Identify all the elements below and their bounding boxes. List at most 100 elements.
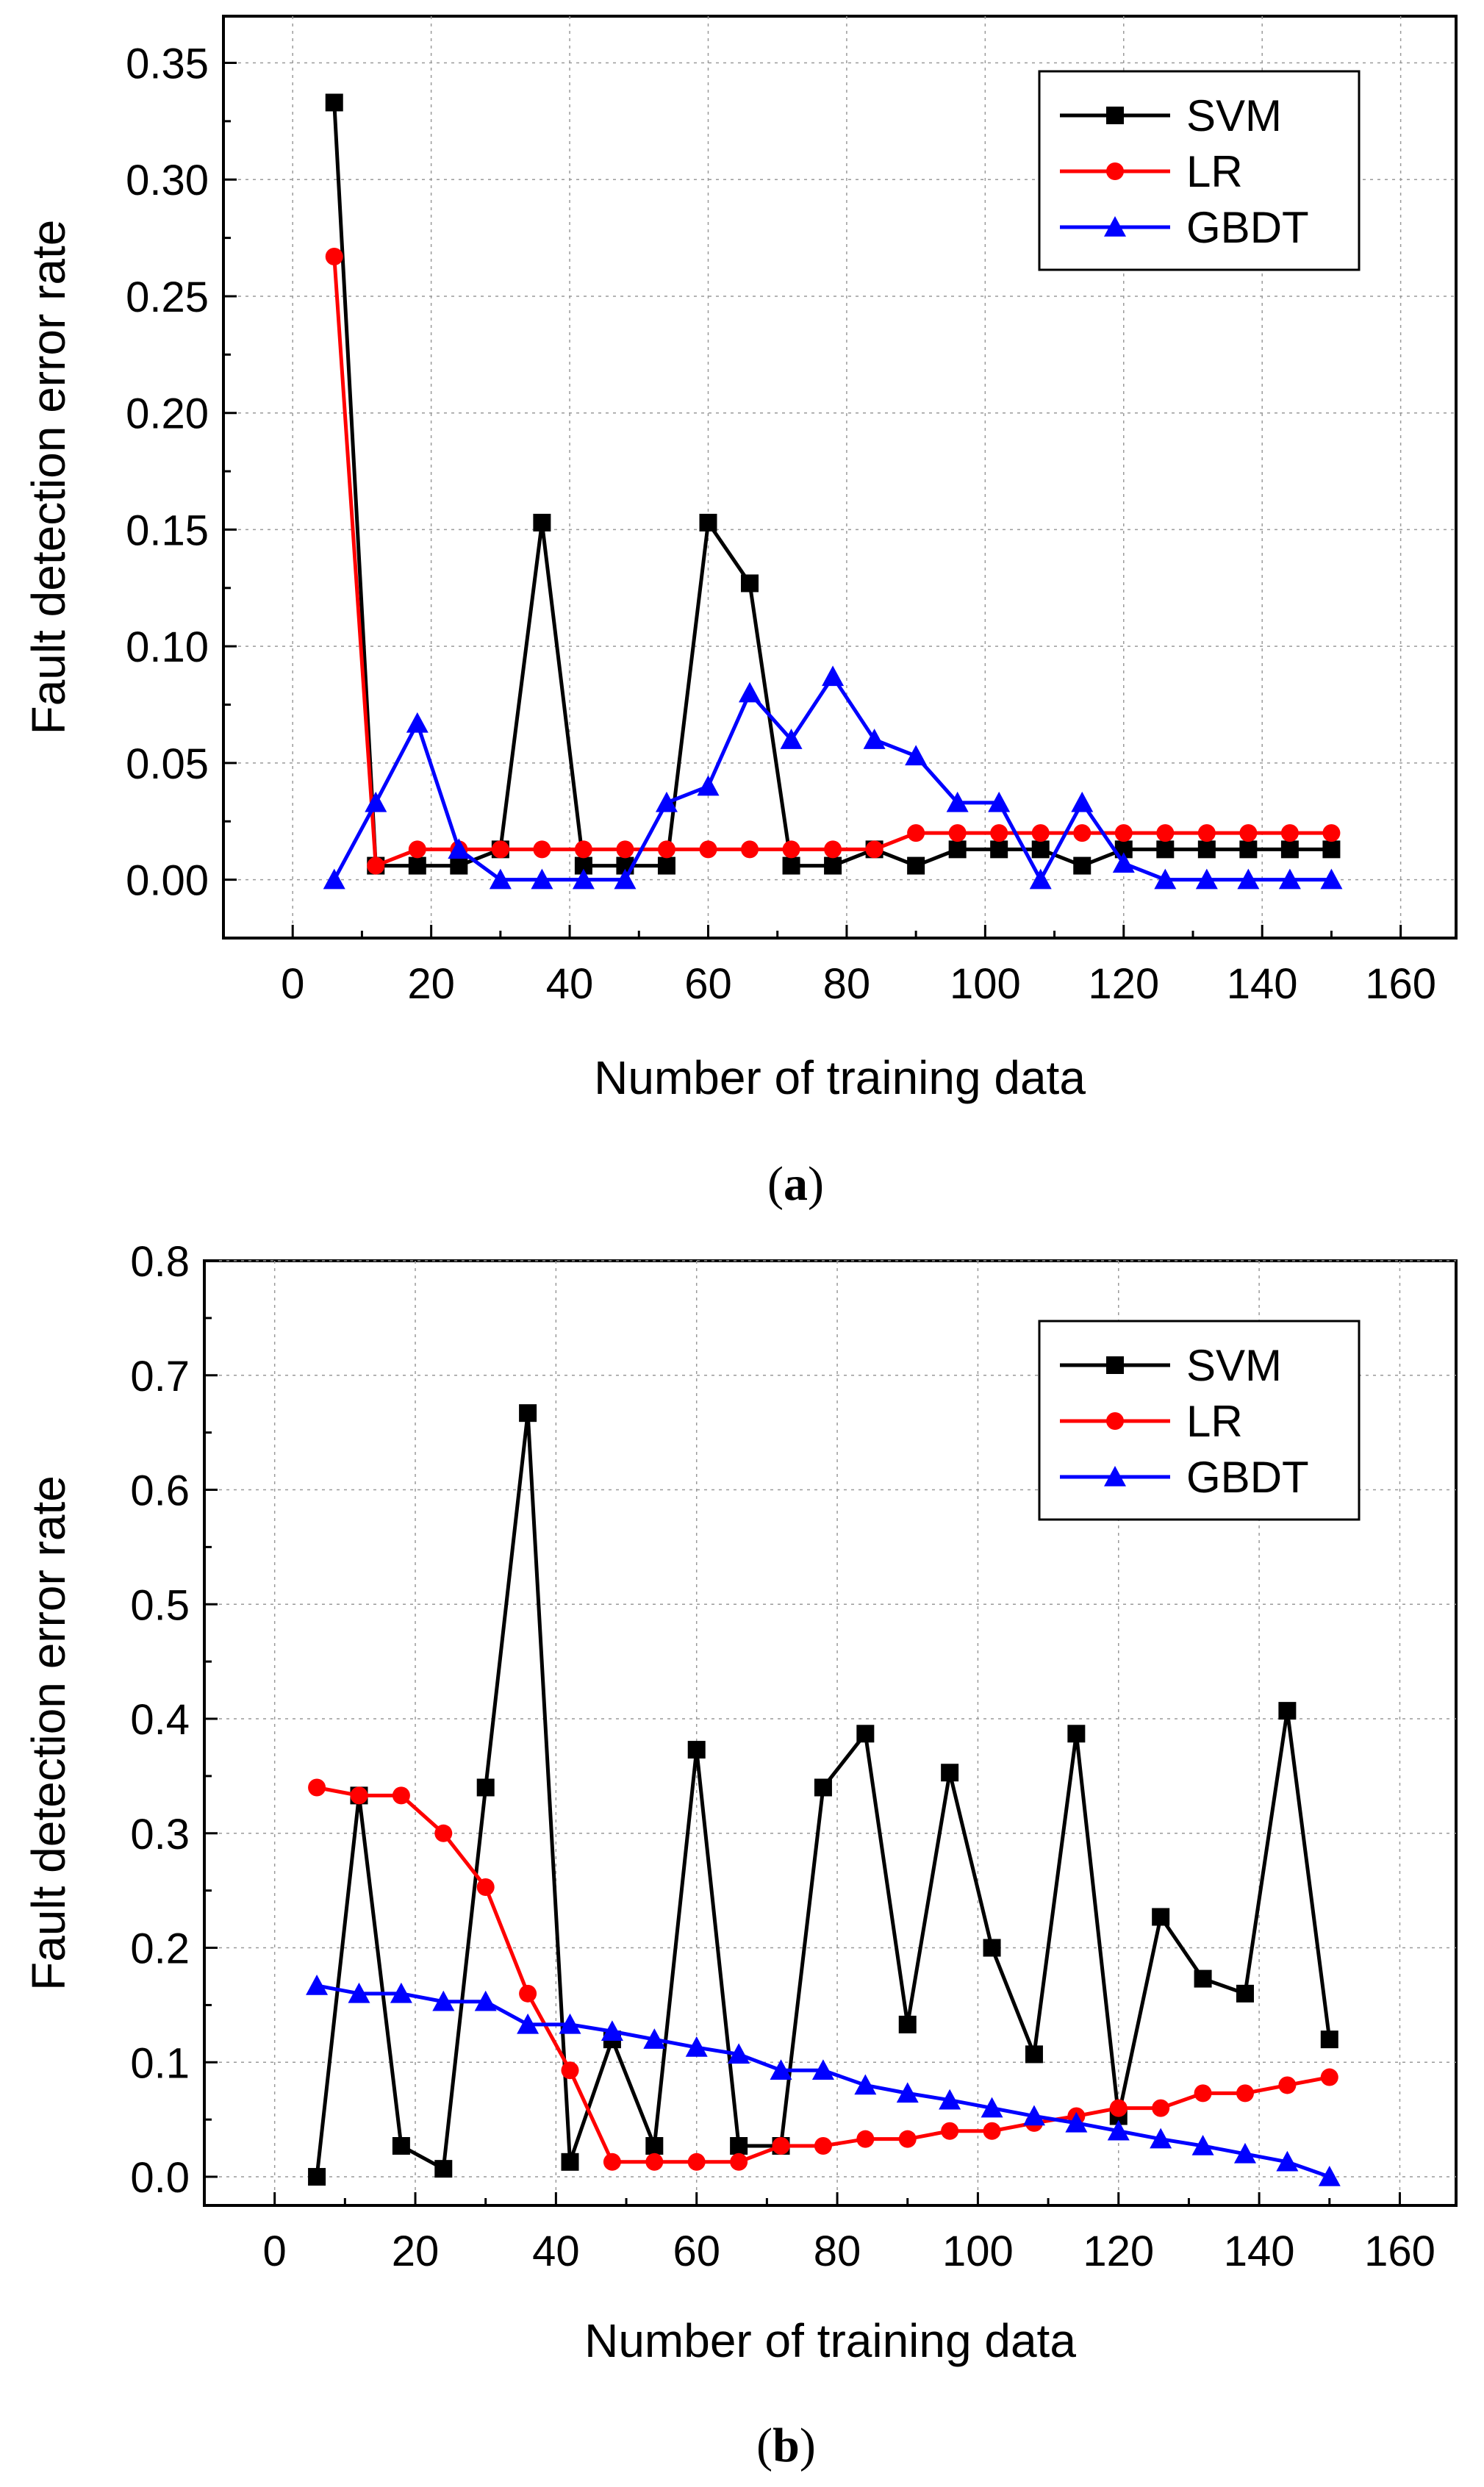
data-point-gbdt (306, 1974, 329, 1995)
data-point-gbdt (614, 868, 637, 890)
data-point-lr (699, 840, 717, 859)
data-point-gbdt (1320, 868, 1343, 890)
data-point-svm (1156, 840, 1175, 859)
y-tick-label: 0.7 (130, 1353, 190, 1400)
y-tick-label: 0.25 (126, 273, 209, 321)
y-tick-label: 0.2 (130, 1925, 190, 1973)
data-point-lr (1194, 2084, 1212, 2103)
legend-label-svm: SVM (1186, 91, 1282, 140)
x-tick-label: 120 (1088, 960, 1159, 1008)
data-point-svm (450, 856, 468, 875)
data-point-lr (1322, 824, 1341, 842)
x-tick-label: 0 (263, 2227, 287, 2275)
data-point-lr (308, 1778, 326, 1797)
data-point-svm (699, 513, 717, 532)
data-point-gbdt (896, 2082, 919, 2103)
y-tick-label: 0.1 (130, 2039, 190, 2087)
data-point-svm (898, 2015, 917, 2033)
legend-marker-lr (1106, 1412, 1124, 1430)
data-point-gbdt (531, 868, 553, 890)
data-point-gbdt (1195, 868, 1218, 890)
x-axis-label-a: Number of training data (594, 1051, 1086, 1104)
x-tick-label: 100 (942, 2227, 1014, 2275)
data-point-svm (1194, 1969, 1212, 1988)
x-ticks-b: 0 20 40 60 80 100 120 140 160 (263, 2192, 1435, 2275)
x-tick-label: 20 (392, 2227, 440, 2275)
data-point-gbdt (1107, 2119, 1130, 2141)
data-point-gbdt (474, 1990, 497, 2011)
x-tick-label: 0 (281, 960, 304, 1008)
data-point-svm (392, 2137, 410, 2155)
data-point-lr (907, 824, 925, 842)
data-point-svm (533, 513, 551, 532)
data-point-gbdt (1150, 2128, 1172, 2149)
data-point-gbdt (390, 1982, 412, 2003)
y-tick-label: 0.20 (126, 390, 209, 438)
data-point-gbdt (1022, 2105, 1045, 2126)
data-point-gbdt (728, 2043, 750, 2064)
data-point-svm (519, 1404, 537, 1423)
data-point-svm (1236, 1984, 1254, 2003)
data-point-svm (741, 574, 759, 593)
data-point-svm (907, 856, 925, 875)
y-ticks-a: 0.00 0.05 0.10 0.15 0.20 0.25 0.30 0.35 (126, 40, 237, 905)
data-point-gbdt (1071, 791, 1094, 812)
series-b (306, 1404, 1341, 2186)
x-tick-label: 60 (684, 960, 732, 1008)
data-point-gbdt (432, 1990, 455, 2011)
y-tick-label: 0.10 (126, 623, 209, 671)
caption-b-letter: b (773, 2419, 800, 2472)
data-point-svm (990, 840, 1008, 859)
data-point-svm (1322, 840, 1341, 859)
data-point-gbdt (854, 2074, 877, 2095)
data-point-lr (350, 1786, 368, 1805)
data-point-gbdt (1112, 852, 1135, 873)
data-point-gbdt (905, 745, 928, 766)
data-point-lr (865, 840, 883, 859)
legend-marker-gbdt (1104, 1466, 1126, 1486)
data-point-lr (519, 1984, 537, 2003)
legend-label-lr: LR (1186, 147, 1243, 196)
data-point-svm (308, 2168, 326, 2186)
data-point-svm (941, 1764, 959, 1782)
data-point-gbdt (601, 2020, 623, 2041)
data-point-gbdt (1065, 2111, 1088, 2133)
x-tick-label: 160 (1365, 960, 1436, 1008)
data-point-svm (983, 1939, 1001, 1957)
data-point-svm (1152, 1908, 1170, 1926)
caption-a-close: ) (808, 1157, 824, 1211)
data-point-gbdt (1318, 2166, 1341, 2186)
data-point-lr (990, 824, 1008, 842)
data-point-lr (1280, 824, 1299, 842)
x-tick-label: 100 (950, 960, 1021, 1008)
data-point-gbdt (323, 868, 345, 890)
data-point-gbdt (1154, 868, 1177, 890)
caption-b-open: ( (756, 2419, 773, 2472)
data-point-gbdt (780, 729, 803, 749)
legend-a: SVM LR GBDT (1038, 70, 1361, 271)
x-tick-label: 140 (1224, 2227, 1295, 2275)
x-tick-label: 80 (814, 2227, 861, 2275)
data-point-svm (657, 856, 675, 875)
data-point-lr (1109, 2099, 1128, 2117)
data-point-lr (856, 2130, 875, 2148)
data-point-svm (1280, 840, 1299, 859)
data-point-svm (730, 2137, 748, 2155)
data-point-gbdt (988, 791, 1011, 812)
data-point-lr (603, 2153, 621, 2171)
y-axis-label-a: Fault detection error rate (22, 220, 75, 735)
data-point-svm (1197, 840, 1216, 859)
data-point-svm (434, 2160, 453, 2178)
data-point-lr (1114, 824, 1133, 842)
y-tick-label: 0.3 (130, 1811, 190, 1858)
legend-marker-svm (1106, 107, 1124, 124)
data-point-lr (1152, 2099, 1170, 2117)
data-point-lr (1156, 824, 1175, 842)
data-point-gbdt (946, 791, 969, 812)
data-point-svm (1239, 840, 1258, 859)
data-point-gbdt (1237, 868, 1260, 890)
legend-label-gbdt: GBDT (1186, 1453, 1309, 1502)
data-point-lr (1197, 824, 1216, 842)
data-point-lr (574, 840, 592, 859)
data-point-svm (948, 840, 967, 859)
